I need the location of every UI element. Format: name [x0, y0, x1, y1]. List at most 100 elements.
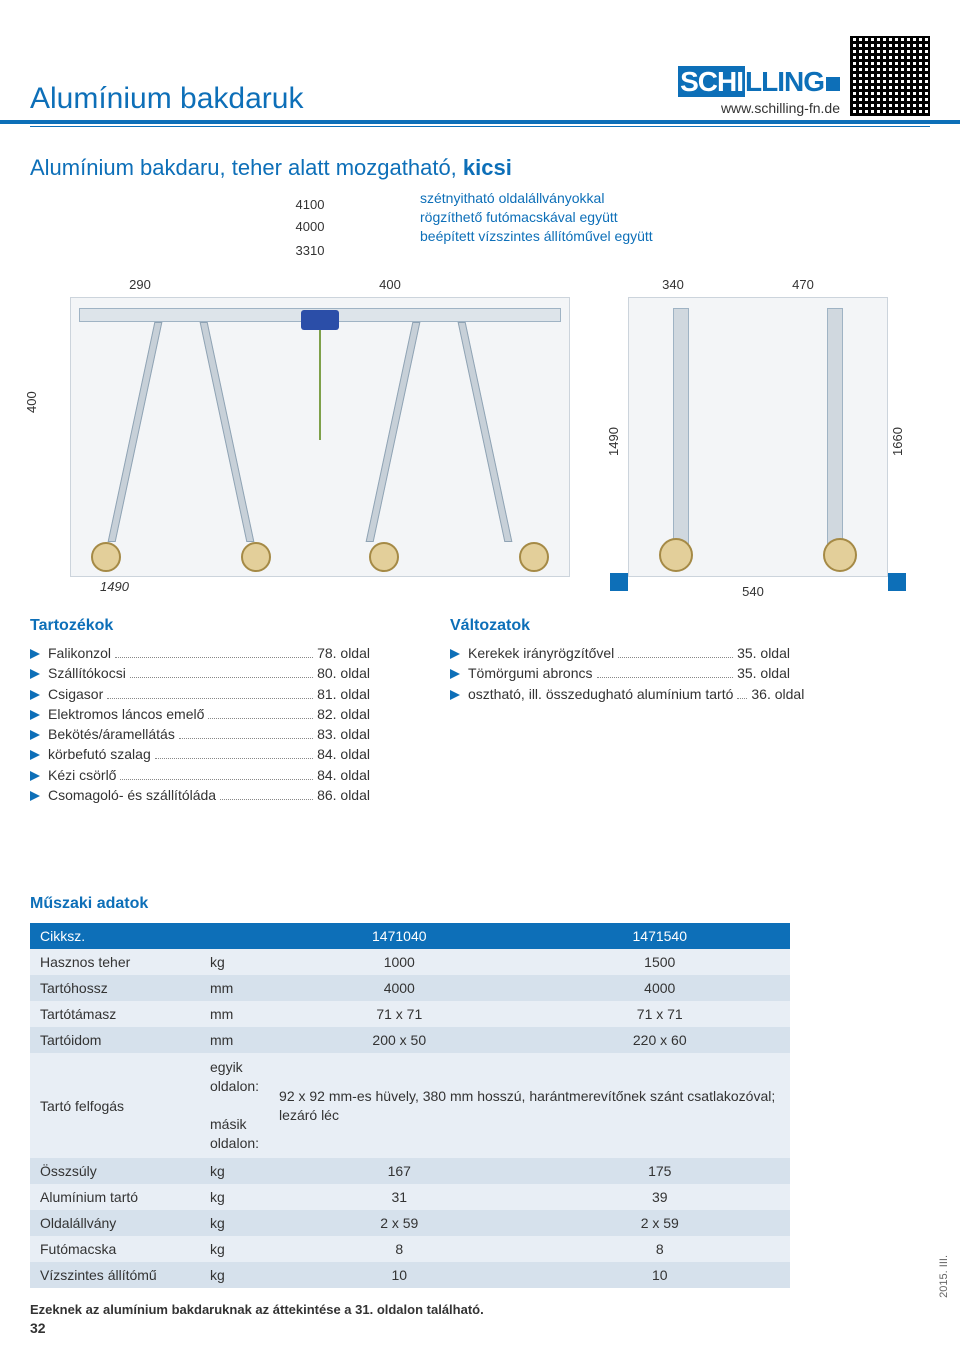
row-label: Hasznos teher: [30, 949, 200, 975]
dim-top2: 4000: [260, 219, 360, 234]
dim-upper-right: 400: [360, 277, 420, 292]
arrow-bullet-icon: [30, 791, 44, 802]
th-model1: 1471040: [269, 923, 529, 949]
accessory-item: Csigasor81. oldal: [30, 684, 370, 704]
accessory-item: körbefutó szalag84. oldal: [30, 744, 370, 764]
dim2-bottom: 540: [718, 584, 788, 599]
table-row: Futómacskakg88: [30, 1236, 790, 1262]
row-label: Oldalállvány: [30, 1210, 200, 1236]
page-number: 32: [30, 1320, 46, 1336]
row-value2: 10: [530, 1262, 790, 1288]
leader-dots: [115, 657, 313, 658]
row-unit: kg: [200, 1184, 269, 1210]
row-value2: 175: [530, 1158, 790, 1184]
row-unit: kg: [200, 1210, 269, 1236]
arrow-bullet-icon: [30, 669, 44, 680]
rail-right: [827, 308, 843, 544]
row-value2: 220 x 60: [530, 1027, 790, 1053]
row-label: Tartó felfogás: [30, 1053, 200, 1157]
row-unit: mm: [200, 975, 269, 1001]
dim2-v-left: 1490: [606, 397, 621, 487]
row-value2: 39: [530, 1184, 790, 1210]
table-row: Összsúlykg167175: [30, 1158, 790, 1184]
row-label: Összsúly: [30, 1158, 200, 1184]
variants-list: Változatok Kerekek irányrögzítővel35. ol…: [450, 617, 790, 805]
dim-v-left: 400: [24, 357, 39, 447]
accessory-label: Bekötés/áramellátás: [48, 724, 175, 744]
hoist-icon: [301, 310, 339, 330]
side-drawing: [628, 297, 888, 577]
row-value2: 71 x 71: [530, 1001, 790, 1027]
row-value1: 71 x 71: [269, 1001, 529, 1027]
arrow-bullet-icon: [450, 669, 464, 680]
row-value1: 4000: [269, 975, 529, 1001]
row-unit: kg: [200, 1236, 269, 1262]
arrow-bullet-icon: [30, 710, 44, 721]
qr-code-icon: [850, 36, 930, 116]
arrow-bullet-icon: [30, 690, 44, 701]
leader-dots: [155, 758, 313, 759]
accessory-page: 84. oldal: [317, 765, 370, 785]
rail-left: [673, 308, 689, 544]
arrow-bullet-icon: [30, 771, 44, 782]
accessory-item: Falikonzol78. oldal: [30, 643, 370, 663]
accessory-item: Csomagoló- és szállítóláda86. oldal: [30, 785, 370, 805]
accessory-page: 81. oldal: [317, 684, 370, 704]
brand-wordmark: SCHILLING: [678, 66, 840, 98]
dim2-v-right: 1660: [890, 397, 905, 487]
row-label: Tartóhossz: [30, 975, 200, 1001]
accessory-page: 82. oldal: [317, 704, 370, 724]
variants-heading: Változatok: [450, 617, 790, 635]
subtitle: Alumínium bakdaru, teher alatt mozgathat…: [30, 155, 930, 181]
variant-page: 36. oldal: [751, 684, 804, 704]
accessory-item: Szállítókocsi80. oldal: [30, 663, 370, 683]
row-label: Alumínium tartó: [30, 1184, 200, 1210]
arrow-bullet-icon: [30, 649, 44, 660]
arrow-bullet-icon: [450, 649, 464, 660]
variant-label: Tömörgumi abroncs: [468, 663, 593, 683]
leader-dots: [597, 677, 734, 678]
arrow-bullet-icon: [450, 690, 464, 701]
page-title: Alumínium bakdaruk: [30, 82, 303, 116]
brand-url: www.schilling-fn.de: [721, 100, 840, 116]
subtitle-bold: kicsi: [463, 155, 512, 180]
wheel-icon: [519, 542, 549, 572]
wheel-icon: [241, 542, 271, 572]
wheel-icon: [823, 538, 857, 572]
accessory-page: 84. oldal: [317, 744, 370, 764]
th-unit: [200, 923, 269, 949]
issue-date: 2015. III.: [938, 1255, 950, 1298]
spec-table-section: Műszaki adatok Cikksz. 1471040 1471540 H…: [30, 895, 930, 1316]
leader-dots: [208, 718, 313, 719]
leader-dots: [107, 698, 313, 699]
table-row: Tartóhosszmm40004000: [30, 975, 790, 1001]
row-sidelabels: egyik oldalon:másik oldalon:: [200, 1053, 269, 1157]
table-row: Vízszintes állítóműkg1010: [30, 1262, 790, 1288]
row-unit: kg: [200, 949, 269, 975]
crane-leg-right: [369, 322, 509, 552]
schematic-front: szétnyitható oldalállványokkal rögzíthet…: [30, 197, 590, 597]
row-value1: 31: [269, 1184, 529, 1210]
row-value2: 2 x 59: [530, 1210, 790, 1236]
wheel-icon: [659, 538, 693, 572]
accessory-item: Elektromos láncos emelő82. oldal: [30, 704, 370, 724]
leader-dots: [130, 677, 313, 678]
row-value2: 4000: [530, 975, 790, 1001]
brand-part2: LLING: [745, 66, 824, 97]
table-row: Tartótámaszmm71 x 7171 x 71: [30, 1001, 790, 1027]
table-row: Oldalállványkg2 x 592 x 59: [30, 1210, 790, 1236]
th-model2: 1471540: [530, 923, 790, 949]
row-label: Vízszintes állítómű: [30, 1262, 200, 1288]
row-label: Tartóidom: [30, 1027, 200, 1053]
row-spantext: 92 x 92 mm-es hüvely, 380 mm hosszú, har…: [269, 1053, 790, 1157]
spec-table-title: Műszaki adatok: [30, 895, 930, 913]
accessories-list: Tartozékok Falikonzol78. oldalSzállítóko…: [30, 617, 370, 805]
schematic-side: 340 470 1490 1660 540: [608, 197, 908, 597]
dim-top3: 3310: [260, 243, 360, 258]
page-content: Alumínium bakdaru, teher alatt mozgathat…: [0, 127, 960, 1317]
dim-diagonal: 1490: [100, 579, 129, 594]
lists-row: Tartozékok Falikonzol78. oldalSzállítóko…: [30, 617, 930, 805]
crane-leg-left: [111, 322, 251, 552]
wheel-icon: [369, 542, 399, 572]
accessory-label: Szállítókocsi: [48, 663, 126, 683]
